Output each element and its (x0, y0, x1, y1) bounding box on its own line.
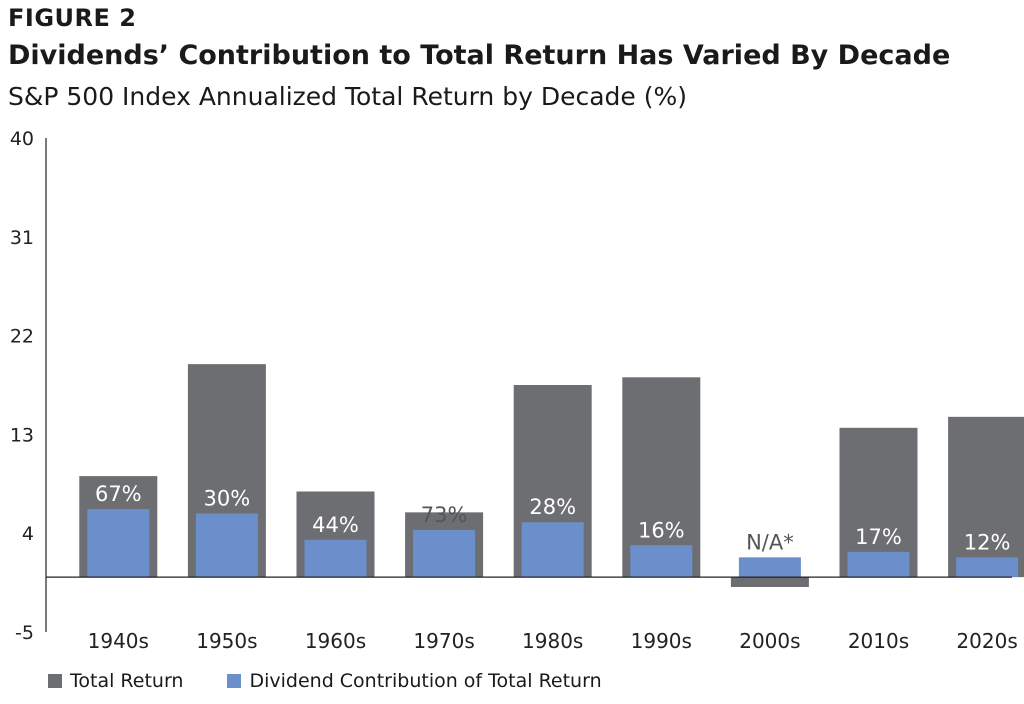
bar-dividend (195, 513, 258, 578)
bar-total-return (622, 377, 701, 578)
x-tick-label: 2020s (956, 629, 1017, 653)
bar-dividend (87, 509, 150, 578)
legend-label-total-return: Total Return (70, 670, 184, 692)
legend-label-dividend: Dividend Contribution of Total Return (249, 670, 602, 692)
chart-subtitle: S&P 500 Index Annualized Total Return by… (8, 82, 687, 111)
legend-item-dividend: Dividend Contribution of Total Return (227, 670, 602, 692)
bar-data-label: 73% (421, 503, 468, 527)
bar-dividend (956, 557, 1019, 578)
bar-dividend (847, 551, 910, 578)
x-tick-label: 1950s (196, 629, 257, 653)
bar-data-label: 16% (638, 518, 685, 542)
legend-item-total-return: Total Return (48, 670, 183, 692)
bar-dividend (738, 557, 801, 578)
x-tick-label: 1940s (88, 629, 149, 653)
bar-data-label: 67% (95, 482, 142, 506)
y-tick-label: 31 (10, 227, 34, 249)
x-tick-label: 2010s (848, 629, 909, 653)
y-tick-label: 13 (10, 424, 34, 446)
x-tick-label: 1980s (522, 629, 583, 653)
x-tick-label: 1970s (413, 629, 474, 653)
bar-data-label: 12% (964, 530, 1011, 554)
bar-data-label: 44% (312, 513, 359, 537)
bar-data-label: 28% (529, 495, 576, 519)
legend-swatch-total-return (48, 674, 62, 688)
bar-dividend (630, 545, 693, 578)
bar-data-label: 17% (855, 525, 902, 549)
y-tick-label: 22 (10, 326, 34, 348)
legend: Total Return Dividend Contribution of To… (48, 670, 646, 692)
bar-total-return (948, 416, 1024, 578)
bar-dividend (304, 539, 367, 578)
y-tick-label: 40 (10, 128, 34, 150)
bar-data-label: 30% (204, 486, 251, 510)
bar-total-return (730, 577, 809, 587)
bar-data-label: N/A* (746, 530, 794, 554)
bar-dividend (413, 529, 476, 578)
x-tick-label: 1960s (305, 629, 366, 653)
x-tick-label: 1990s (631, 629, 692, 653)
legend-swatch-dividend (227, 674, 242, 688)
chart-title: Dividends’ Contribution to Total Return … (8, 40, 951, 71)
y-tick-label: 4 (22, 523, 34, 545)
y-tick-label: -5 (15, 622, 34, 644)
bar-dividend (521, 522, 584, 578)
x-tick-label: 2000s (739, 629, 800, 653)
figure-label: FIGURE 2 (8, 4, 137, 32)
